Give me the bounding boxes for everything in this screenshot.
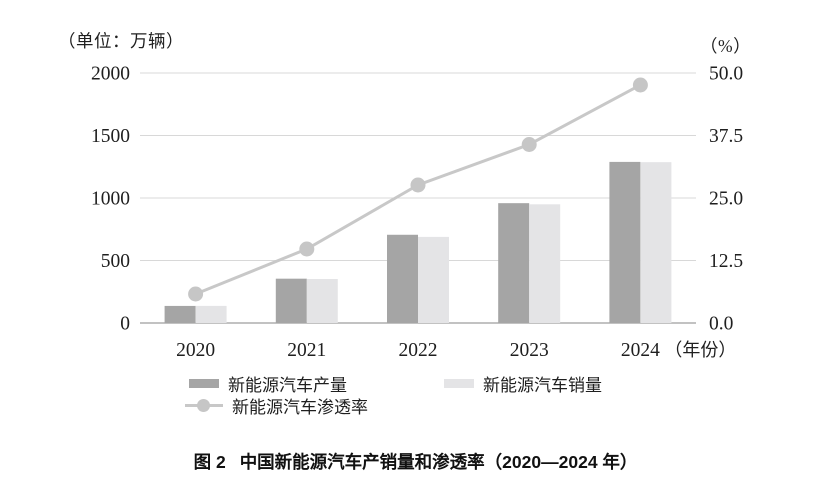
production-bar [609, 161, 641, 323]
penetration-marker [299, 241, 315, 257]
right-axis-tick-label: 12.5 [709, 251, 743, 272]
x-axis-tick-label: 2020 [176, 340, 215, 361]
x-axis-tick-label: 2024 [621, 340, 660, 361]
figure-caption-text: 中国新能源汽车产销量和渗透率（2020—2024 年） [239, 452, 638, 472]
right-axis-unit-label: （%） [700, 36, 752, 56]
penetration-marker [632, 77, 648, 93]
production-bar [387, 234, 418, 323]
sales-bar [418, 236, 449, 323]
penetration-line-swatch [185, 399, 223, 412]
figure-caption-number: 图 2 [193, 452, 226, 472]
penetration-marker [521, 137, 537, 152]
legend-item-penetration: 新能源汽车渗透率 [185, 393, 368, 418]
sales-bar-swatch [444, 379, 474, 388]
production-bar [275, 278, 307, 323]
legend-label-production: 新能源汽车产量 [228, 376, 347, 395]
x-axis-tick-label: 2022 [399, 340, 438, 361]
right-axis-tick-label: 50.0 [709, 64, 743, 85]
legend-label-penetration: 新能源汽车渗透率 [232, 398, 368, 417]
left-axis-tick-label: 1500 [91, 126, 130, 147]
legend-label-sales: 新能源汽车销量 [483, 376, 602, 395]
legend-item-production: 新能源汽车产量 [189, 371, 347, 396]
left-axis-unit-label: （单位：万辆） [58, 31, 184, 51]
right-axis-tick-label: 0.0 [709, 314, 733, 335]
sales-bar [529, 204, 561, 323]
figure-caption: 图 2 中国新能源汽车产销量和渗透率（2020—2024 年） [0, 449, 831, 474]
left-axis-tick-label: 500 [101, 251, 130, 272]
right-axis-tick-label: 37.5 [709, 126, 743, 147]
sales-bar [195, 305, 227, 323]
production-bar [164, 305, 196, 323]
penetration-marker [410, 177, 426, 193]
combo-bar-line-chart: 0 0.0 500 12.5 1000 25.0 1500 37.5 2000 50.0 2020 2… [91, 64, 743, 362]
left-axis-tick-label: 0 [120, 314, 130, 335]
sales-bar [640, 162, 672, 323]
x-axis-tick-label: 2021 [287, 340, 326, 361]
legend-item-sales: 新能源汽车销量 [444, 371, 602, 396]
left-axis-tick-label: 1000 [91, 189, 130, 210]
circle-marker-glyph [197, 399, 210, 412]
x-axis-tick-label: 2023 [510, 340, 549, 361]
left-axis-tick-label: 2000 [91, 64, 130, 85]
x-axis-unit-label: （年份） [664, 340, 736, 360]
sales-bar [306, 278, 338, 323]
penetration-marker [188, 286, 204, 302]
right-axis-tick-label: 25.0 [709, 189, 743, 210]
production-bar-swatch [189, 379, 219, 388]
production-bar [498, 203, 530, 323]
